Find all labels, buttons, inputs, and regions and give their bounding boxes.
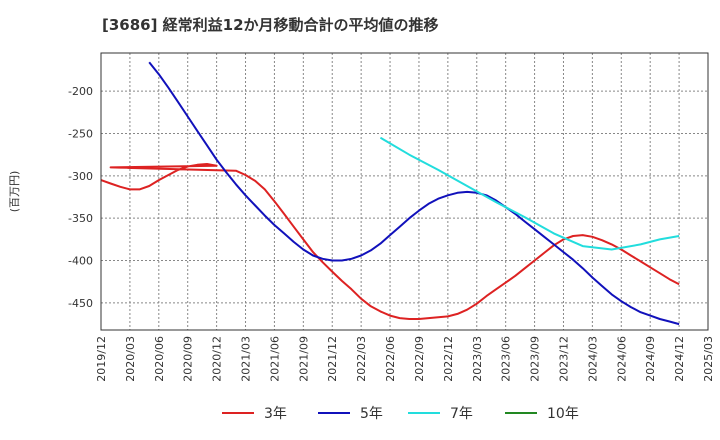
series-lines xyxy=(100,61,680,326)
series-line-2 xyxy=(379,136,680,251)
x-tick-label: 2022/12 xyxy=(442,336,455,382)
y-tick-label: -450 xyxy=(68,297,93,310)
x-tick-label: 2022/06 xyxy=(384,336,397,382)
x-tick-label: 2019/12 xyxy=(95,336,108,382)
y-tick-label: -250 xyxy=(68,127,93,140)
y-tick-label: -300 xyxy=(68,170,93,183)
y-tick-label: -200 xyxy=(68,85,93,98)
y-axis-ticks: -200 -250 -300 -350 -400 -450 xyxy=(68,85,93,310)
legend-label-3: 10年 xyxy=(547,406,579,422)
legend: 3年 5年 7年 10年 xyxy=(222,406,579,422)
x-tick-label: 2021/09 xyxy=(297,336,310,382)
x-tick-label: 2023/03 xyxy=(471,336,484,382)
x-tick-label: 2023/12 xyxy=(557,336,570,382)
x-tick-label: 2020/03 xyxy=(124,336,137,382)
x-tick-label: 2021/03 xyxy=(240,336,253,382)
series-line-1 xyxy=(148,61,680,326)
x-tick-label: 2024/09 xyxy=(644,336,657,382)
y-tick-label: -400 xyxy=(68,255,93,268)
x-tick-label: 2024/06 xyxy=(615,336,628,382)
x-tick-label: 2024/12 xyxy=(673,336,686,382)
x-tick-label: 2022/09 xyxy=(413,336,426,382)
chart-title: [3686] 経常利益12か月移動合計の平均値の推移 xyxy=(102,16,439,34)
x-tick-label: 2020/06 xyxy=(153,336,166,382)
y-axis-label: (百万円) xyxy=(8,171,21,213)
plot-frame xyxy=(100,52,709,331)
y-tick-label: -350 xyxy=(68,212,93,225)
x-tick-label: 2023/09 xyxy=(529,336,542,382)
legend-label-0: 3年 xyxy=(264,406,287,422)
legend-label-1: 5年 xyxy=(360,406,383,422)
x-tick-label: 2025/03 xyxy=(702,336,715,382)
x-axis-ticks: 2019/12 2020/03 2020/06 2020/09 2020/12 2021/… xyxy=(95,336,715,382)
x-tick-label: 2021/12 xyxy=(326,336,339,382)
x-tick-label: 2020/12 xyxy=(211,336,224,382)
x-tick-label: 2023/06 xyxy=(500,336,513,382)
x-tick-label: 2024/03 xyxy=(586,336,599,382)
legend-label-2: 7年 xyxy=(450,406,473,422)
x-tick-label: 2022/03 xyxy=(355,336,368,382)
x-tick-label: 2021/06 xyxy=(268,336,281,382)
x-tick-label: 2020/09 xyxy=(182,336,195,382)
grid xyxy=(100,53,709,330)
series-line-0 xyxy=(100,163,680,320)
